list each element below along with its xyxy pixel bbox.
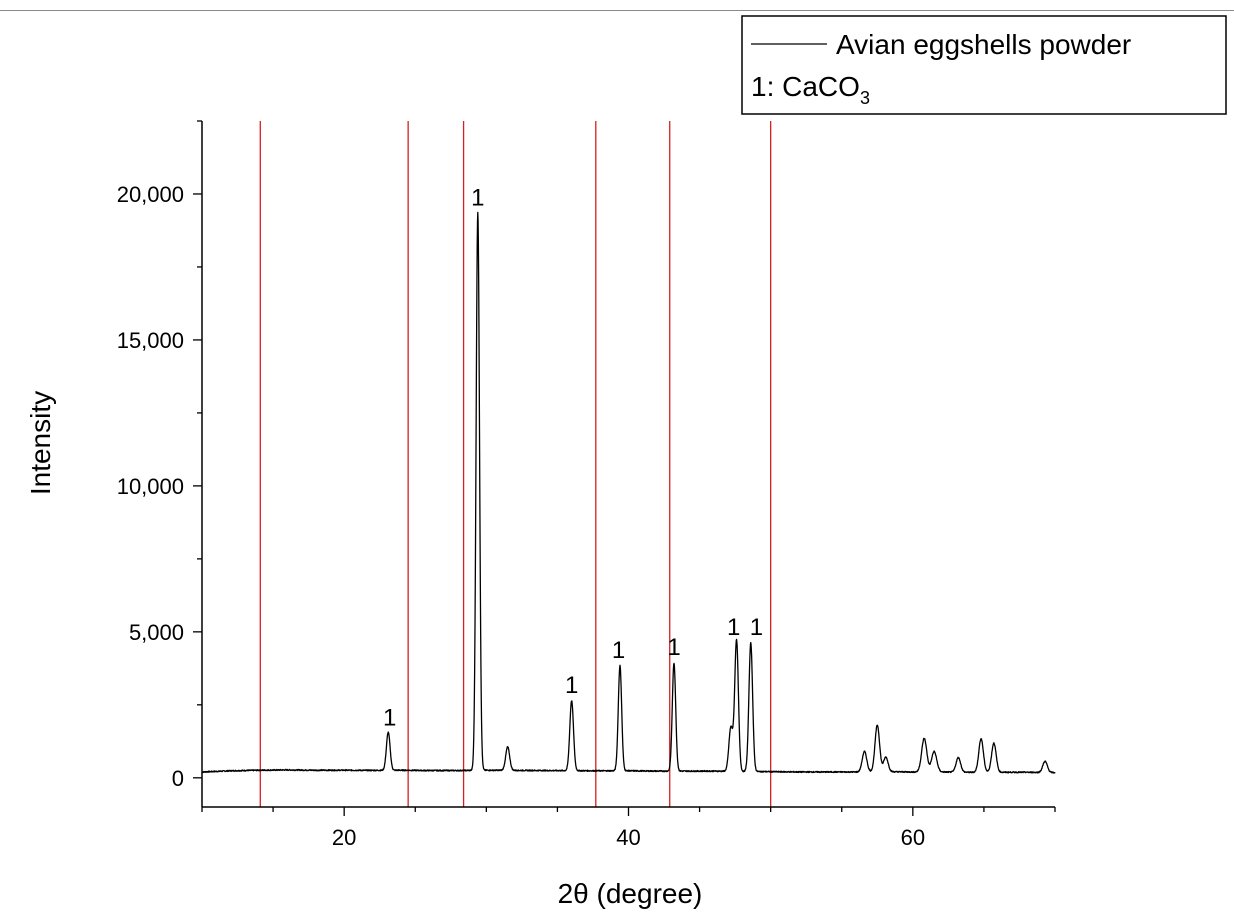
x-tick-label: 20 (332, 825, 356, 850)
x-axis-title: 2θ (degree) (558, 878, 703, 909)
peak-label: 1 (612, 637, 625, 664)
legend: Avian eggshells powder 1: CaCO3 (741, 15, 1227, 115)
y-tick-label: 0 (172, 766, 184, 791)
y-tick-label: 15,000 (117, 328, 184, 353)
legend-phase-label: 1: CaCO3 (751, 71, 870, 108)
peak-label: 1 (727, 614, 740, 641)
x-tick-label: 40 (616, 825, 640, 850)
peak-label: 1 (565, 672, 578, 699)
y-ticks: 0 5,000 10,000 15,000 20,000 (117, 120, 202, 791)
peak-label: 1 (383, 704, 396, 731)
y-tick-label: 20,000 (117, 182, 184, 207)
legend-series-label: Avian eggshells powder (836, 29, 1131, 60)
y-axis-title: Intensity (25, 391, 56, 495)
peak-label: 1 (667, 634, 680, 661)
top-divider-line (0, 10, 1234, 11)
y-tick-label: 5,000 (129, 620, 184, 645)
x-ticks: 20 40 60 (201, 807, 1056, 850)
series-line-avian-eggshells (201, 211, 1056, 774)
y-tick-label: 10,000 (117, 474, 184, 499)
reference-lines (259, 121, 772, 807)
peak-label: 1 (471, 185, 484, 212)
legend-box (741, 15, 1227, 115)
chart-axes (201, 121, 1055, 808)
peak-label: 1 (750, 614, 763, 641)
x-tick-label: 60 (901, 825, 925, 850)
